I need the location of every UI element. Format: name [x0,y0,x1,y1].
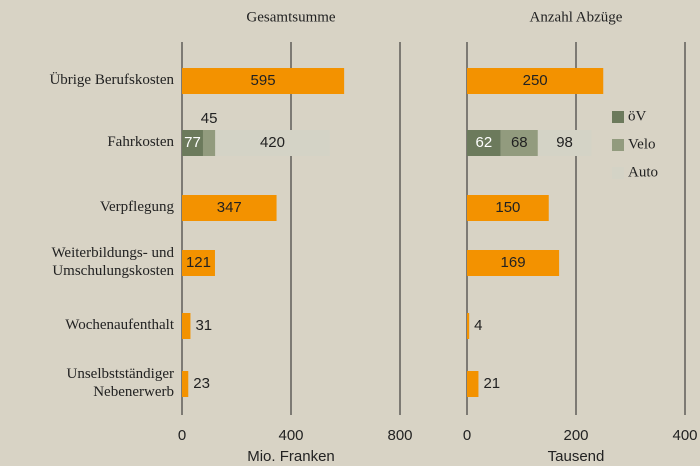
category-label: Unselbstständiger Nebenerwerb [67,366,174,400]
value-label: 23 [193,375,210,392]
value-label: 68 [511,134,528,151]
value-label: 150 [495,199,520,216]
x-axis-label: Tausend [548,448,605,465]
value-label: 4 [474,317,482,334]
value-label: 31 [195,317,212,334]
category-label: Übrige Berufskosten [49,71,174,88]
x-tick-label: 0 [463,427,471,444]
bar [467,313,470,339]
value-label: 77 [184,134,201,151]
category-label: Fahrkosten [107,134,174,150]
chart-title: Anzahl Abzüge [530,9,623,25]
category-label: Wochenaufenthalt [65,317,175,333]
bar [467,195,549,221]
value-label: 250 [523,72,548,89]
x-tick-label: 0 [178,427,186,444]
value-label: 169 [501,254,526,271]
bar [467,130,501,156]
bar [182,195,277,221]
category-label: Weiterbildungs- und Umschulungskosten [51,245,174,279]
legend-swatch [612,167,624,179]
x-tick-label: 200 [563,427,588,444]
bar [182,313,191,339]
legend-label: Auto [628,164,658,180]
bar [500,130,538,156]
bar [202,130,216,156]
value-label: 45 [201,110,218,127]
value-label: 21 [483,375,500,392]
value-label: 62 [476,134,493,151]
bar [182,68,345,94]
bar [182,130,203,156]
bar [467,68,604,94]
bar [537,130,592,156]
x-axis-label: Mio. Franken [247,448,335,465]
bar [182,371,189,397]
x-tick-label: 400 [672,427,697,444]
legend-label: Velo [628,136,656,152]
bar [467,371,479,397]
bar [182,250,215,276]
category-label: Verpflegung [100,199,175,215]
legend-swatch [612,111,624,123]
value-label: 420 [260,134,285,151]
chart-title: Gesamtsumme [246,9,335,25]
bar [215,130,330,156]
legend-swatch [612,139,624,151]
value-label: 121 [186,254,211,271]
x-tick-label: 800 [387,427,412,444]
value-label: 98 [556,134,573,151]
value-label: 595 [251,72,276,89]
value-label: 347 [217,199,242,216]
x-tick-label: 400 [278,427,303,444]
legend-label: öV [628,108,647,124]
bar [467,250,560,276]
